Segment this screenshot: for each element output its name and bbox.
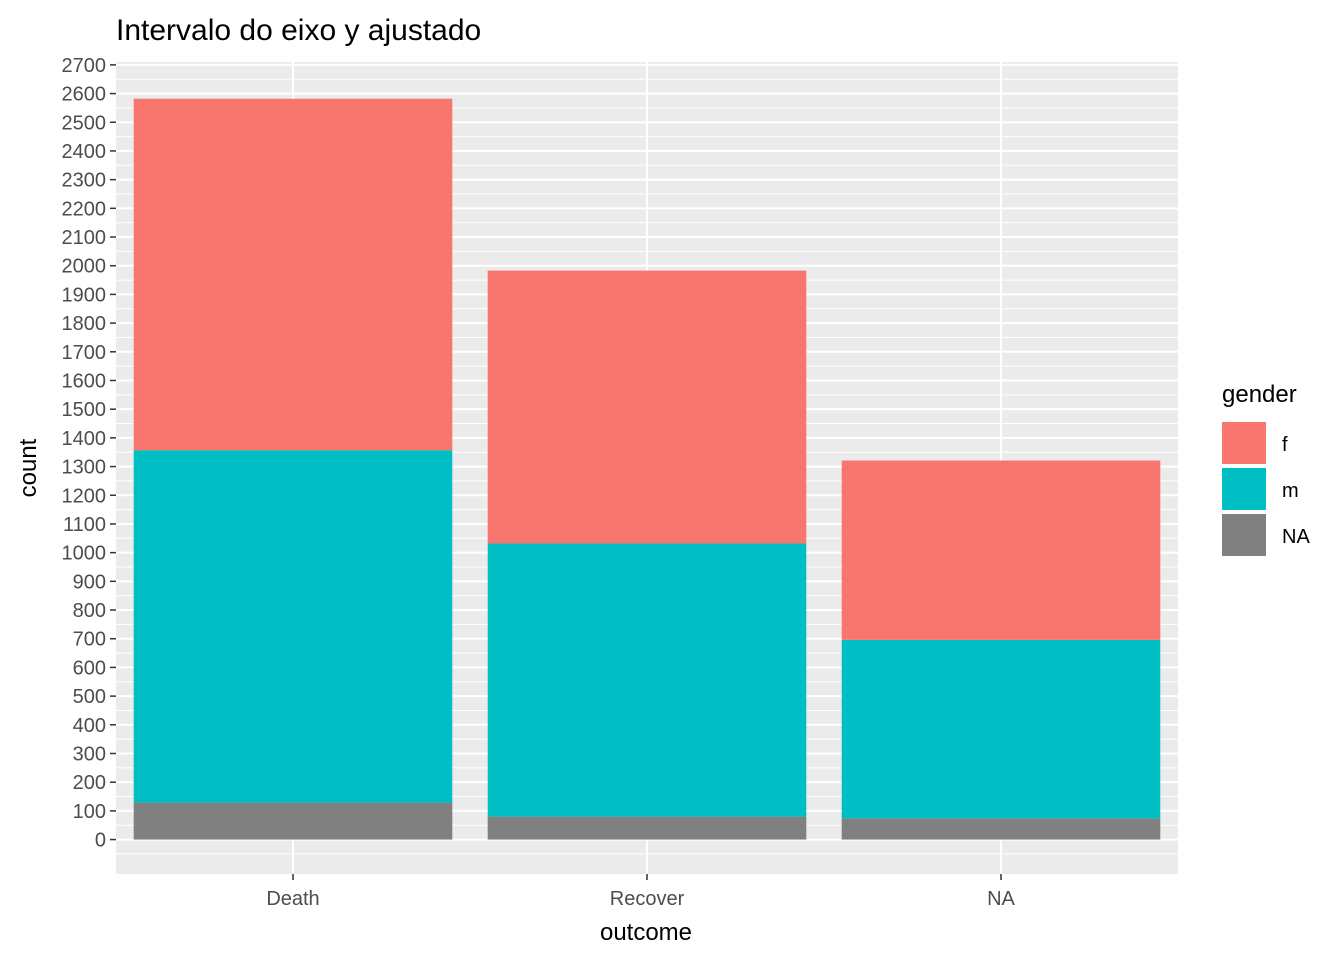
y-tick-label: 1000 <box>62 543 107 565</box>
y-tick-label: 400 <box>73 715 106 737</box>
bar-na-m <box>841 639 1161 819</box>
bar-recover-f <box>487 270 807 544</box>
y-tick-label: 2400 <box>62 141 107 163</box>
bar-na-na <box>841 818 1161 840</box>
y-tick-label: 1400 <box>62 428 107 450</box>
x-axis: Death Recover NA <box>266 874 1016 910</box>
y-tick-label: 600 <box>73 657 106 679</box>
y-tick-label: 200 <box>73 772 106 794</box>
bar-death-f <box>133 98 453 451</box>
y-tick-label: 0 <box>95 830 106 852</box>
y-axis-title: count <box>15 438 42 497</box>
legend-label: f <box>1282 434 1288 456</box>
legend-label: m <box>1282 480 1299 502</box>
y-tick-label: 1800 <box>62 313 107 335</box>
y-tick-label: 1200 <box>62 485 107 507</box>
y-tick-label: 800 <box>73 600 106 622</box>
chart-title: Intervalo do eixo y ajustado <box>116 14 481 47</box>
bar-death-m <box>133 450 453 803</box>
y-tick-label: 2200 <box>62 198 107 220</box>
y-tick-label: 1300 <box>62 457 107 479</box>
x-tick-label: Death <box>266 888 319 910</box>
y-tick-label: 2500 <box>62 112 107 134</box>
legend-key-f <box>1222 422 1266 464</box>
y-tick-label: 1700 <box>62 342 107 364</box>
bar-recover-m <box>487 543 807 817</box>
x-axis-title: outcome <box>600 919 692 946</box>
bar-death-na <box>133 802 453 840</box>
bar-na-f <box>841 460 1161 640</box>
y-tick-label: 1500 <box>62 399 107 421</box>
legend-key-m <box>1222 468 1266 510</box>
y-tick-label: 1600 <box>62 370 107 392</box>
legend: gender f m NA <box>1222 381 1310 556</box>
legend-title: gender <box>1222 381 1297 408</box>
x-tick-label: NA <box>987 888 1015 910</box>
legend-key-na <box>1222 514 1266 556</box>
y-tick-label: 1100 <box>63 514 106 536</box>
bars <box>133 98 1161 840</box>
y-tick-label: 300 <box>73 743 106 765</box>
y-tick-label: 2700 <box>62 55 107 77</box>
y-axis: 0 100 200 300 400 500 600 700 800 900 1000 1100 1200… <box>62 55 116 852</box>
x-tick-label: Recover <box>610 888 685 910</box>
legend-label: NA <box>1282 526 1310 548</box>
y-tick-label: 700 <box>73 629 106 651</box>
y-tick-label: 100 <box>73 801 106 823</box>
y-tick-label: 500 <box>73 686 106 708</box>
y-tick-label: 2300 <box>62 170 107 192</box>
y-tick-label: 900 <box>73 571 106 593</box>
y-tick-label: 2600 <box>62 84 107 106</box>
bar-recover-na <box>487 816 807 840</box>
y-tick-label: 2100 <box>62 227 107 249</box>
y-tick-label: 1900 <box>62 284 107 306</box>
y-tick-label: 2000 <box>62 256 107 278</box>
